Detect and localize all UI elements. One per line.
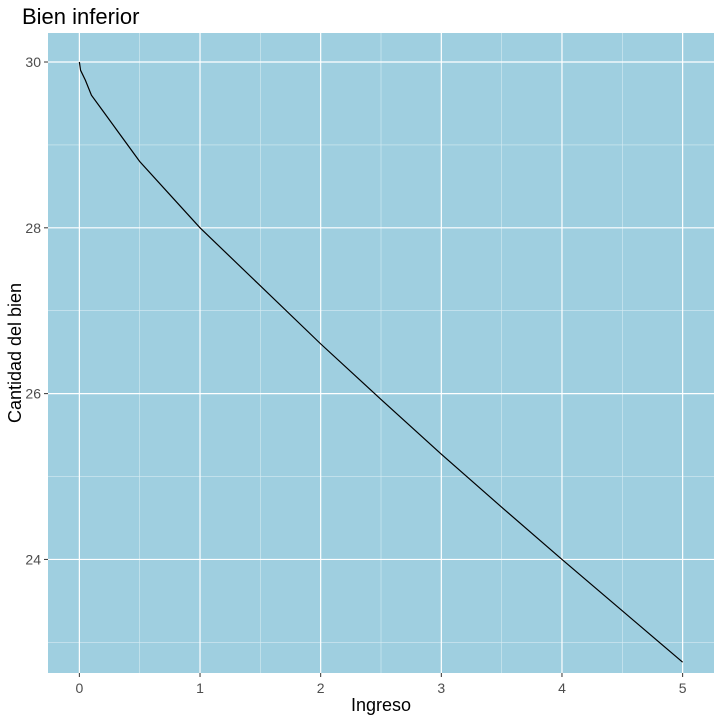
x-tick-label: 5 (679, 680, 687, 696)
y-axis-title: Cantidad del bien (5, 283, 25, 423)
chart-title: Bien inferior (22, 4, 139, 29)
x-tick-label: 2 (317, 680, 325, 696)
x-tick-label: 3 (437, 680, 445, 696)
y-tick-label: 30 (25, 54, 41, 70)
x-axis-title: Ingreso (351, 695, 411, 715)
series-line (78, 61, 684, 663)
x-tick-label: 1 (196, 680, 204, 696)
y-tick-label: 28 (25, 220, 41, 236)
x-tick-label: 0 (75, 680, 83, 696)
major-gridlines (48, 33, 714, 673)
minor-gridlines (48, 33, 714, 673)
y-tick-label: 24 (25, 551, 41, 567)
y-axis: 24 26 28 30 (25, 54, 48, 567)
y-tick-label: 26 (25, 386, 41, 402)
x-axis: 0 1 2 3 4 5 (75, 673, 687, 696)
x-tick-label: 4 (558, 680, 566, 696)
